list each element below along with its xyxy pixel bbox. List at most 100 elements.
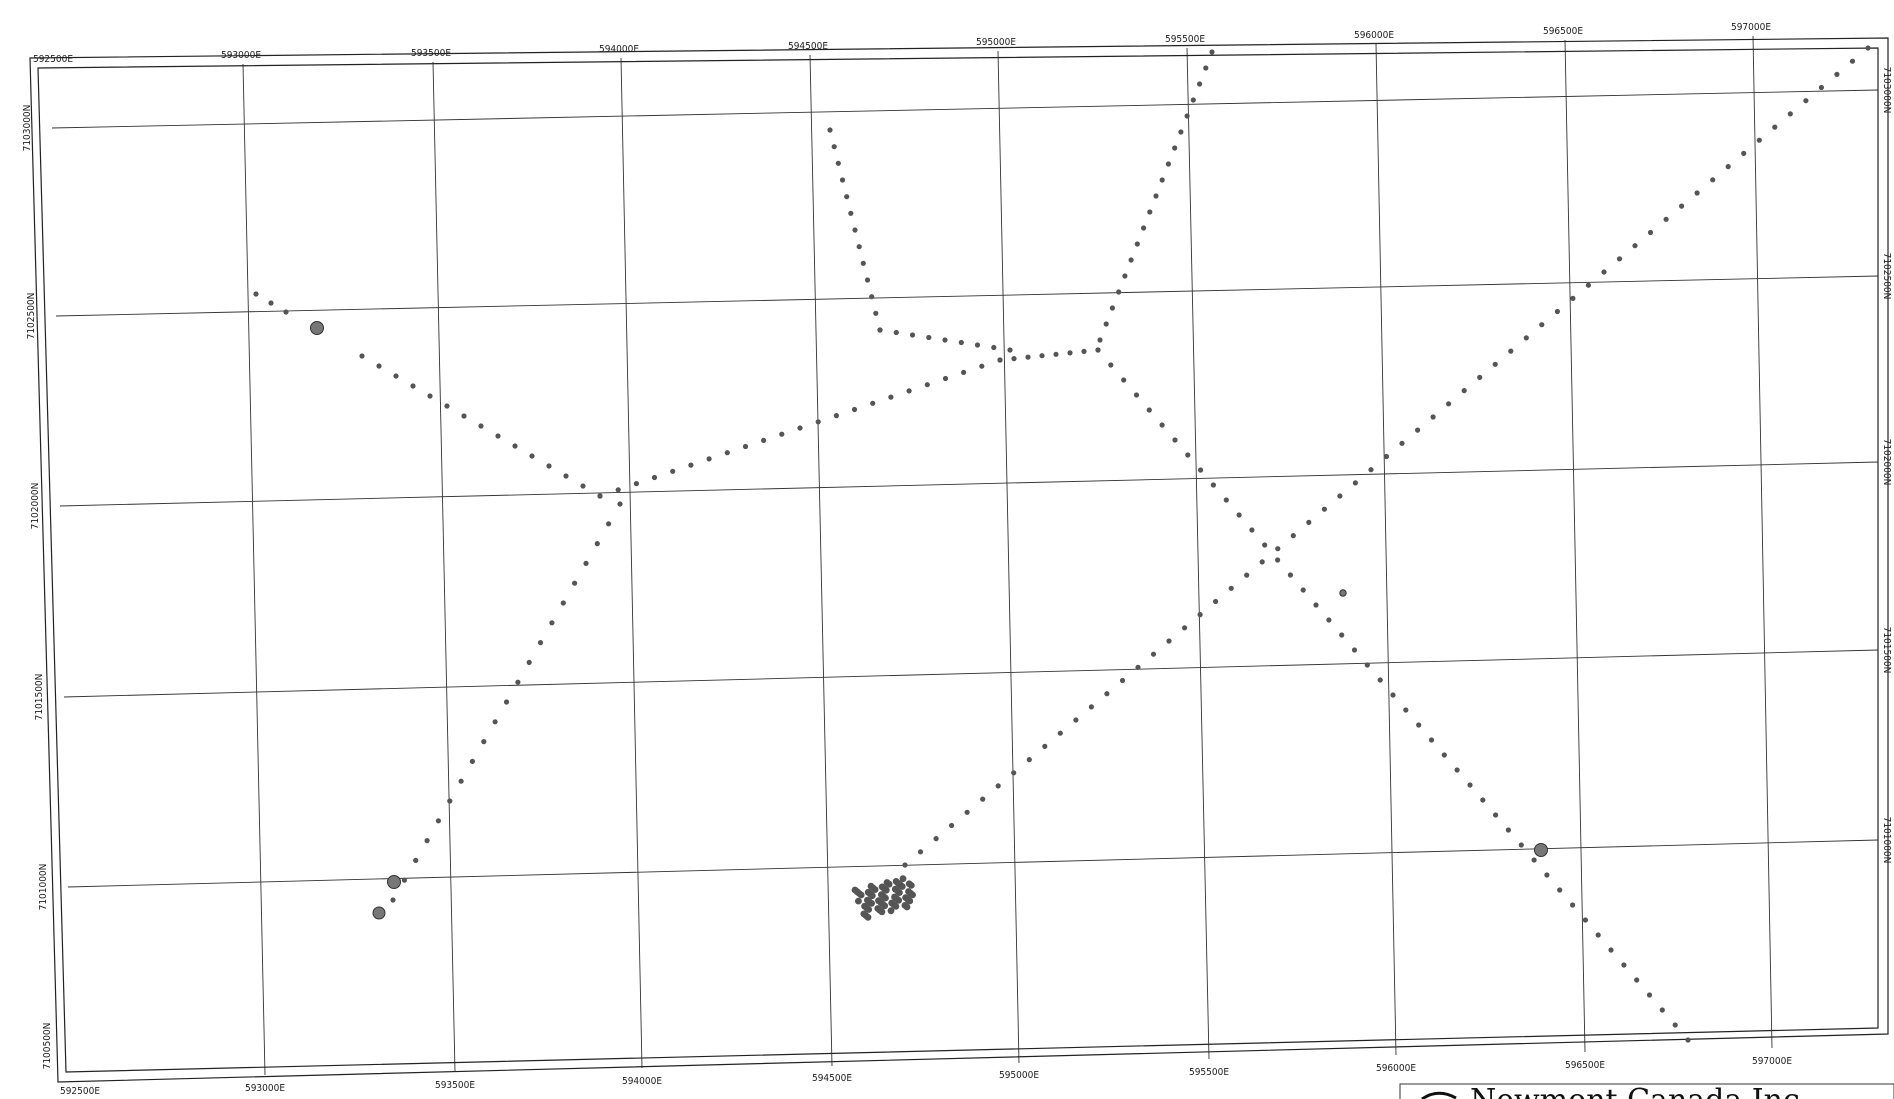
survey-point bbox=[427, 393, 433, 399]
survey-point bbox=[283, 309, 289, 315]
easting-gridline bbox=[809, 54, 833, 1067]
survey-point bbox=[926, 334, 932, 341]
survey-point bbox=[873, 310, 879, 316]
cluster-point bbox=[885, 880, 893, 888]
top-easting-label: 596000E bbox=[1354, 30, 1394, 41]
survey-point bbox=[1339, 632, 1345, 638]
survey-point bbox=[997, 357, 1003, 363]
right-northing-label: 7103000N bbox=[1881, 67, 1892, 114]
survey-point bbox=[1236, 512, 1242, 518]
survey-point bbox=[1492, 361, 1498, 367]
survey-point bbox=[1321, 506, 1327, 512]
cluster-point bbox=[892, 903, 900, 910]
survey-point bbox=[606, 521, 612, 527]
survey-point bbox=[253, 291, 259, 297]
survey-point bbox=[1326, 617, 1332, 623]
easting-gridline bbox=[997, 50, 1020, 1064]
survey-point bbox=[435, 818, 441, 824]
cluster-point bbox=[909, 891, 916, 899]
survey-point bbox=[933, 836, 939, 842]
survey-point bbox=[1772, 124, 1778, 130]
survey-point bbox=[1787, 111, 1793, 117]
survey-point bbox=[1172, 437, 1178, 443]
survey-point bbox=[1399, 440, 1405, 446]
survey-point bbox=[1166, 638, 1172, 644]
bottom-easting-label: 597000E bbox=[1752, 1056, 1792, 1067]
survey-point bbox=[1223, 497, 1229, 503]
survey-point bbox=[1306, 519, 1312, 526]
survey-point bbox=[1184, 113, 1190, 119]
survey-point bbox=[1679, 203, 1685, 209]
left-northing-label: 7102000N bbox=[30, 483, 41, 530]
survey-point bbox=[444, 403, 450, 409]
survey-point bbox=[1554, 308, 1560, 315]
survey-point bbox=[1053, 351, 1059, 357]
survey-point bbox=[670, 468, 676, 474]
survey-point bbox=[1249, 527, 1255, 533]
survey-point bbox=[1198, 467, 1204, 473]
survey-point bbox=[893, 329, 899, 336]
survey-point bbox=[1647, 229, 1654, 236]
survey-point bbox=[1122, 273, 1128, 279]
survey-point bbox=[583, 560, 589, 567]
survey-point bbox=[974, 342, 981, 348]
survey-point bbox=[1601, 269, 1607, 275]
survey-point bbox=[1428, 737, 1435, 743]
right-northing-label: 7102000N bbox=[1881, 439, 1892, 486]
survey-point bbox=[1109, 305, 1115, 311]
cluster-point bbox=[868, 892, 876, 900]
survey-point bbox=[1461, 388, 1467, 394]
bottom-easting-label: 595500E bbox=[1189, 1067, 1229, 1078]
survey-point bbox=[852, 227, 858, 233]
survey-point bbox=[1197, 612, 1203, 618]
survey-point bbox=[1608, 947, 1614, 953]
bottom-easting-label: 595000E bbox=[999, 1070, 1039, 1081]
northing-gridline bbox=[51, 89, 1879, 129]
survey-point bbox=[1364, 662, 1370, 668]
left-northing-label: 7101000N bbox=[38, 864, 49, 911]
survey-point bbox=[869, 294, 875, 300]
survey-point bbox=[1672, 1022, 1678, 1028]
survey-point bbox=[1531, 857, 1537, 863]
bottom-easting-label: 594500E bbox=[812, 1073, 852, 1084]
survey-point bbox=[1011, 356, 1017, 362]
survey-point bbox=[492, 719, 498, 725]
survey-point bbox=[877, 327, 883, 333]
cluster-point bbox=[906, 897, 914, 905]
survey-point bbox=[1116, 289, 1122, 295]
survey-point bbox=[1416, 722, 1422, 728]
survey-point bbox=[835, 160, 841, 166]
survey-point bbox=[942, 375, 949, 382]
survey-point bbox=[413, 857, 419, 864]
right-northing-label: 7101000N bbox=[1881, 817, 1892, 864]
survey-point bbox=[594, 541, 600, 547]
survey-point bbox=[1518, 842, 1524, 848]
survey-point bbox=[906, 388, 912, 394]
frame-border bbox=[29, 37, 1889, 1083]
easting-gridline bbox=[1752, 35, 1773, 1049]
survey-point bbox=[633, 481, 640, 487]
survey-point bbox=[1585, 282, 1591, 288]
survey-point bbox=[1011, 770, 1017, 776]
bottom-easting-label: 593000E bbox=[245, 1083, 285, 1094]
survey-point bbox=[1141, 225, 1147, 231]
left-northing-label: 7103000N bbox=[22, 105, 33, 152]
cluster-point bbox=[882, 886, 890, 894]
survey-point bbox=[1480, 797, 1486, 803]
survey-point bbox=[1150, 651, 1157, 657]
bottom-easting-label: 593500E bbox=[435, 1080, 475, 1091]
survey-point bbox=[1337, 493, 1343, 499]
survey-point bbox=[995, 783, 1001, 789]
left-northing-label: 7100500N bbox=[42, 1023, 53, 1070]
survey-point bbox=[617, 501, 623, 507]
survey-point bbox=[1197, 81, 1203, 87]
top-easting-label: 595500E bbox=[1165, 34, 1205, 45]
bottom-easting-label: 596500E bbox=[1565, 1060, 1605, 1071]
survey-point bbox=[742, 443, 749, 450]
survey-point bbox=[949, 822, 955, 829]
survey-point bbox=[478, 423, 484, 429]
bottom-easting-label: 596000E bbox=[1376, 1063, 1416, 1074]
coordinate-labels: 592500E 593000E 593500E 594000E 594500E 59500… bbox=[22, 22, 1892, 1097]
survey-point bbox=[991, 344, 997, 351]
survey-point bbox=[410, 383, 416, 389]
